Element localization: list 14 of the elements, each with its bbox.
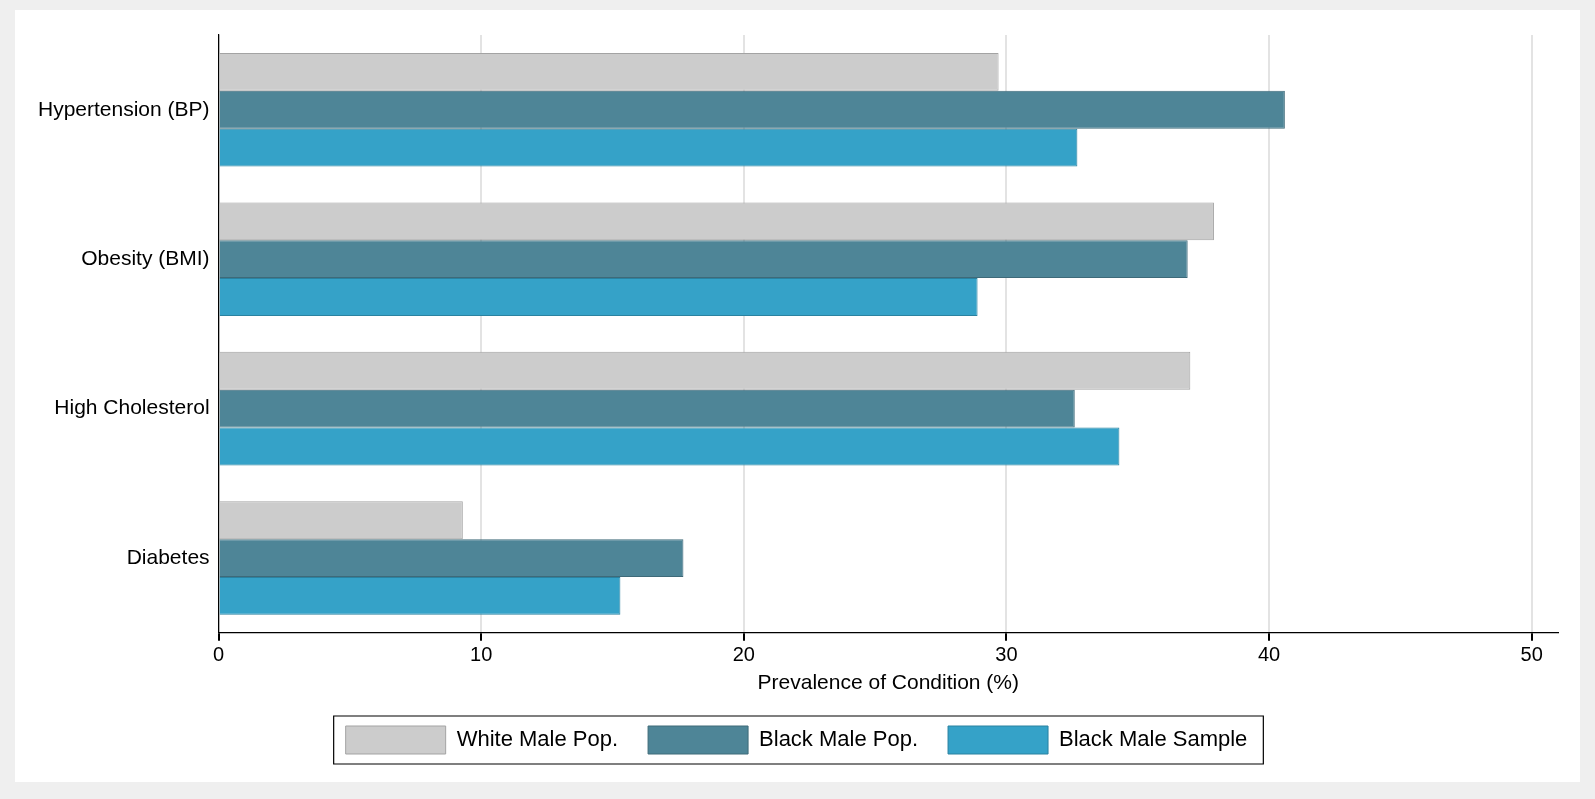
x-tick-label: 0: [213, 643, 225, 666]
x-tick-label: 40: [1257, 643, 1281, 666]
y-tick-label: Diabetes: [126, 544, 210, 568]
y-tick-label: Hypertension (BP): [37, 96, 210, 120]
x-tick-label: 10: [470, 643, 493, 666]
legend-label: White Male Pop.: [456, 726, 619, 752]
x-axis-title: Prevalence of Condition (%): [757, 670, 1020, 694]
legend-label: Black Male Pop.: [759, 726, 919, 752]
y-tick-label: High Cholesterol: [54, 395, 210, 419]
legend-label: Black Male Sample: [1059, 726, 1248, 752]
x-tick-label: 20: [732, 643, 755, 666]
x-tick-label: 50: [1520, 643, 1543, 666]
x-tick-label: 30: [995, 643, 1018, 666]
y-tick-label: Obesity (BMI): [81, 245, 210, 269]
